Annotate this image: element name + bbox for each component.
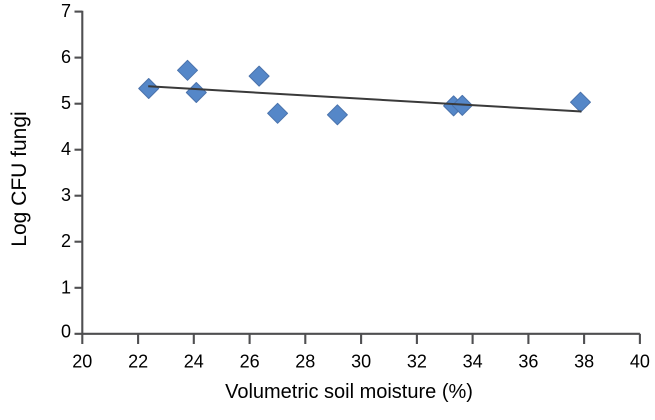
svg-text:6: 6 <box>61 47 71 67</box>
svg-text:30: 30 <box>351 351 371 371</box>
svg-text:24: 24 <box>184 351 204 371</box>
svg-text:34: 34 <box>463 351 483 371</box>
svg-text:Volumetric soil moisture (%): Volumetric soil moisture (%) <box>225 381 473 403</box>
svg-text:4: 4 <box>61 139 71 159</box>
svg-text:26: 26 <box>240 351 260 371</box>
svg-text:20: 20 <box>72 351 92 371</box>
svg-text:28: 28 <box>295 351 315 371</box>
svg-text:7: 7 <box>61 1 71 21</box>
svg-text:Log CFU fungi: Log CFU fungi <box>8 111 31 246</box>
svg-text:36: 36 <box>518 351 538 371</box>
svg-text:2: 2 <box>61 231 71 251</box>
svg-text:40: 40 <box>630 351 650 371</box>
svg-text:38: 38 <box>574 351 594 371</box>
svg-text:3: 3 <box>61 185 71 205</box>
svg-text:0: 0 <box>61 321 71 341</box>
svg-text:32: 32 <box>407 351 427 371</box>
svg-text:1: 1 <box>61 277 71 297</box>
svg-text:22: 22 <box>128 351 148 371</box>
svg-text:5: 5 <box>61 93 71 113</box>
